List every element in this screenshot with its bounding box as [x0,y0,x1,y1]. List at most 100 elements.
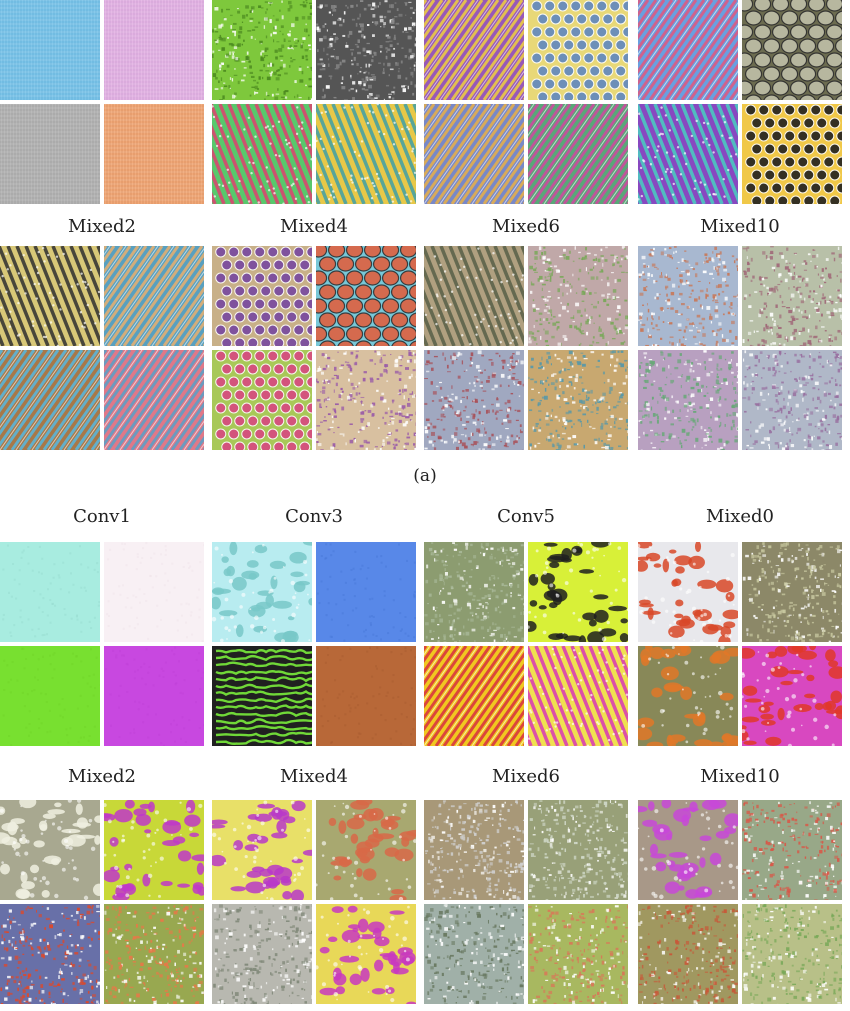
feature-visualization-tile [424,350,524,450]
texture-image [424,104,524,204]
texture-image [104,104,204,204]
texture-image [212,246,312,346]
texture-image [528,800,628,900]
feature-visualization-tile [742,246,842,346]
feature-visualization-tile [0,800,100,900]
texture-image [424,246,524,346]
feature-visualization-tile [0,646,100,746]
texture-image [528,350,628,450]
texture-image [104,646,204,746]
texture-image [0,246,100,346]
feature-visualization-tile [316,0,416,100]
feature-visualization-tile [742,800,842,900]
feature-visualization-tile [316,904,416,1004]
feature-visualization-tile [638,904,738,1004]
feature-visualization-tile [212,0,312,100]
feature-visualization-tile [0,104,100,204]
feature-visualization-tile [104,646,204,746]
texture-image [212,104,312,204]
texture-image [0,646,100,746]
texture-image [742,246,842,346]
texture-image [212,904,312,1004]
texture-image [638,800,738,900]
feature-visualization-tile [528,104,628,204]
texture-image [742,646,842,746]
texture-image [528,646,628,746]
feature-visualization-tile [104,246,204,346]
texture-image [742,104,842,204]
texture-image [638,646,738,746]
feature-visualization-tile [742,0,842,100]
texture-image [0,0,100,100]
texture-image [0,350,100,450]
layer-label: Mixed10 [700,216,780,237]
layer-label: Mixed6 [492,216,560,237]
layer-label: Conv1 [73,506,131,527]
texture-image [742,350,842,450]
feature-visualization-tile [316,246,416,346]
feature-visualization-tile [742,104,842,204]
texture-image [212,542,312,642]
texture-image [316,646,416,746]
texture-image [0,542,100,642]
feature-visualization-tile [316,800,416,900]
feature-visualization-tile [212,542,312,642]
texture-image [424,904,524,1004]
texture-image [742,800,842,900]
feature-visualization-tile [638,800,738,900]
texture-image [104,246,204,346]
texture-image [424,646,524,746]
feature-visualization-tile [0,246,100,346]
feature-visualization-tile [424,0,524,100]
feature-visualization-tile [528,0,628,100]
texture-image [638,104,738,204]
feature-visualization-tile [212,904,312,1004]
feature-visualization-tile [424,904,524,1004]
layer-label: Mixed6 [492,766,560,787]
texture-image [742,904,842,1004]
feature-visualization-tile [424,542,524,642]
feature-visualization-tile [528,904,628,1004]
feature-visualization-tile [316,104,416,204]
texture-image [316,542,416,642]
feature-visualization-tile [528,542,628,642]
feature-visualization-tile [424,104,524,204]
feature-visualization-tile [0,904,100,1004]
feature-visualization-tile [742,904,842,1004]
texture-image [638,246,738,346]
layer-label: Mixed4 [280,766,348,787]
texture-image [212,350,312,450]
texture-image [104,0,204,100]
feature-visualization-tile [638,104,738,204]
feature-visualization-tile [212,104,312,204]
feature-visualization-tile [528,800,628,900]
texture-image [212,800,312,900]
texture-image [316,104,416,204]
feature-visualization-tile [104,800,204,900]
feature-visualization-tile [212,350,312,450]
feature-visualization-tile [424,646,524,746]
feature-visualization-tile [528,646,628,746]
layer-label: Mixed2 [68,766,136,787]
texture-image [528,904,628,1004]
feature-visualization-tile [424,246,524,346]
texture-image [528,0,628,100]
feature-visualization-tile [104,104,204,204]
feature-visualization-tile [528,350,628,450]
feature-visualization-tile [742,646,842,746]
texture-image [528,104,628,204]
feature-visualization-tile [0,542,100,642]
texture-image [638,350,738,450]
feature-visualization-tile [742,542,842,642]
texture-image [104,904,204,1004]
feature-visualization-tile [638,646,738,746]
texture-image [316,904,416,1004]
texture-image [0,800,100,900]
texture-image [528,542,628,642]
texture-image [424,800,524,900]
feature-visualization-tile [104,350,204,450]
feature-visualization-tile [316,646,416,746]
layer-label: Mixed2 [68,216,136,237]
texture-image [742,542,842,642]
feature-visualization-tile [212,246,312,346]
